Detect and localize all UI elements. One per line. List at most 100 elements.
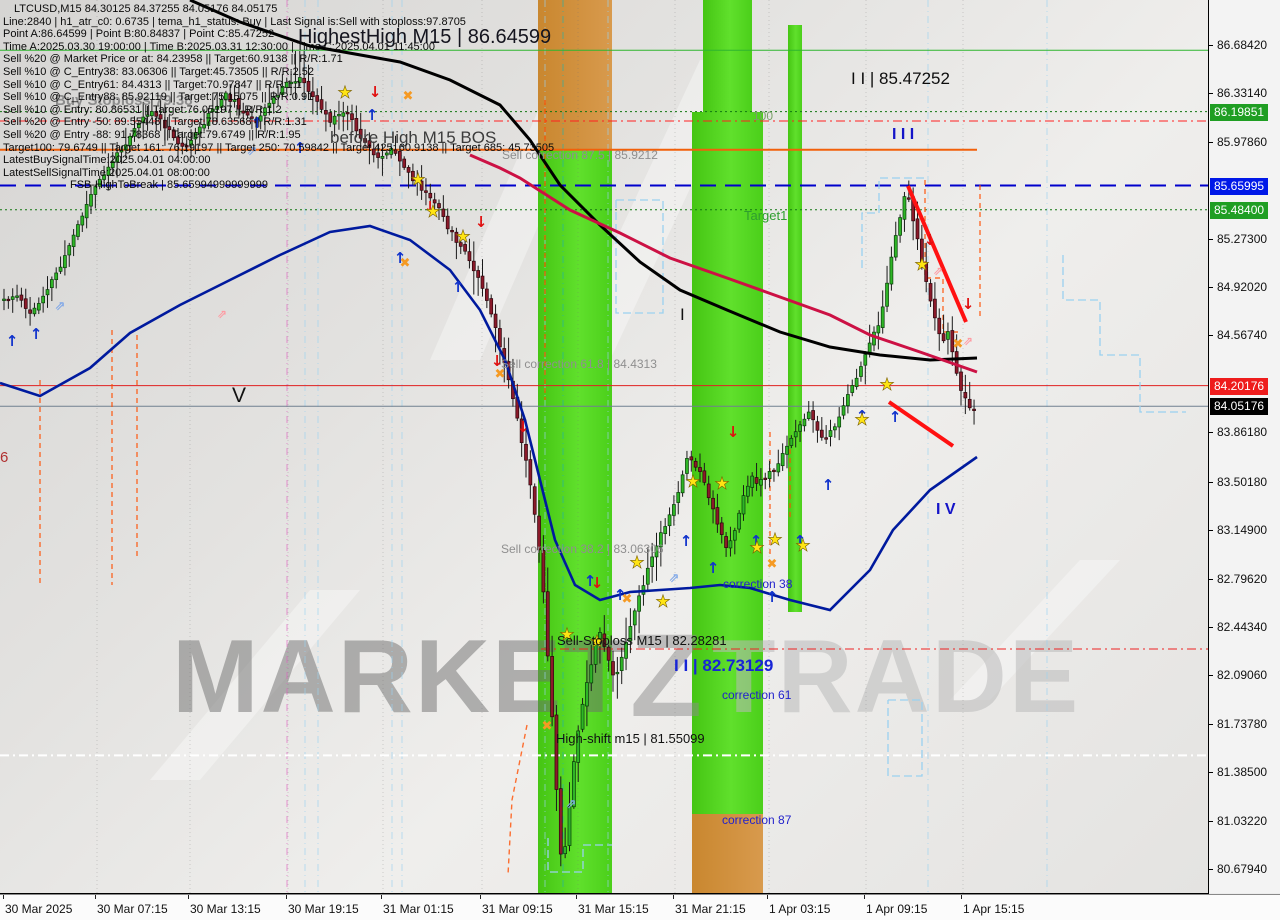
candles-layer <box>2 51 976 867</box>
price-label: 80.67940 <box>1217 861 1268 876</box>
buy-arrow-icon: ↑ <box>452 278 465 296</box>
cross-signal-icon: ✖ <box>403 89 414 104</box>
star-signal-icon: ★ <box>749 538 764 558</box>
star-signal-icon: ★ <box>629 553 644 573</box>
flag-signal-icon: ⇗ <box>933 264 943 278</box>
price-label: 85.97860 <box>1217 134 1268 149</box>
price-tick <box>1209 93 1213 95</box>
buy-arrow-icon: ↑ <box>750 532 763 550</box>
buy-arrow-icon: ↑ <box>889 408 902 426</box>
chart-canvas: MARKET Z TRADE↑ ↑↑↑↑↑↑↑↑↑↑↑↑↑↑↑ ↑↓↓↓↓↓↓↓↓↓★★… <box>0 0 1208 893</box>
price-tick <box>1209 530 1213 532</box>
price-label: 86.33140 <box>1217 86 1268 101</box>
time-label: 30 Mar 2025 <box>5 902 73 916</box>
star-signal-icon: ★ <box>410 170 425 190</box>
time-tick <box>480 895 481 899</box>
price-tick <box>1209 238 1213 240</box>
time-label: 30 Mar 07:15 <box>97 902 168 916</box>
price-tick <box>1209 675 1213 677</box>
price-label: 83.14900 <box>1217 523 1268 538</box>
price-label: 82.09060 <box>1217 668 1268 683</box>
star-signal-icon: ★ <box>589 632 604 652</box>
cross-signal-icon: ✖ <box>495 367 506 382</box>
sell-arrow-icon: ↓ <box>962 295 975 313</box>
time-tick <box>286 895 287 899</box>
buy-arrow-icon: ↑ <box>707 559 720 577</box>
buy-arrow-icon: ↑ <box>6 332 19 350</box>
star-signal-icon: ★ <box>795 536 810 556</box>
price-label: 84.92020 <box>1217 280 1268 295</box>
moving-averages <box>0 0 978 612</box>
cross-signal-icon: ✖ <box>622 592 633 607</box>
sell-arrow-icon: ↓ <box>924 231 937 249</box>
price-label: 81.38500 <box>1217 765 1268 780</box>
price-tick <box>1209 626 1213 628</box>
hollow-arrow-icon: ⇗ <box>669 571 680 586</box>
price-label: 82.79620 <box>1217 571 1268 586</box>
sell-arrow-icon: ↓ <box>727 423 740 441</box>
price-tick <box>1209 772 1213 774</box>
buy-arrow-icon: ↑ <box>30 325 43 343</box>
cross-signal-icon: ✖ <box>400 256 411 271</box>
price-marker-box: 84.05176 <box>1210 398 1269 416</box>
star-signal-icon: ★ <box>559 625 574 645</box>
buy-arrow-icon: ↑ <box>394 249 407 267</box>
price-tick <box>1209 335 1213 337</box>
price-axis[interactable]: 86.68420 86.33140 85.97860 85.27300 84.92020… <box>1209 0 1280 893</box>
price-label: 86.68420 <box>1217 38 1268 52</box>
time-label: 1 Apr 15:15 <box>963 902 1025 916</box>
cross-signal-icon: ✖ <box>953 337 964 352</box>
time-tick <box>576 895 577 899</box>
time-tick <box>864 895 865 899</box>
star-signal-icon: ★ <box>714 474 729 494</box>
sell-arrow-icon: ↓ <box>475 213 488 231</box>
buy-arrow-icon: ↑ <box>766 588 779 606</box>
buy-arrow-icon: ↑ <box>794 532 807 550</box>
time-tick <box>381 895 382 899</box>
buy-arrow-icon: ↑ <box>680 532 693 550</box>
slow-ma-line <box>0 224 978 612</box>
sell-arrow-icon: ↓ <box>424 198 437 216</box>
price-level-lines[interactable] <box>0 49 1208 757</box>
trendlines[interactable] <box>887 185 968 448</box>
price-marker-box: 85.48400 <box>1210 201 1269 219</box>
star-signal-icon: ★ <box>455 227 470 247</box>
fib-zone-bands <box>538 0 802 893</box>
star-signal-icon: ★ <box>425 202 440 222</box>
sell-arrow-icon: ↓ <box>491 352 504 370</box>
time-label: 31 Mar 21:15 <box>675 902 746 916</box>
price-marker-box: 84.20176 <box>1210 377 1269 395</box>
star-signal-icon: ★ <box>767 530 782 550</box>
cross-signal-icon: ✖ <box>542 719 553 734</box>
time-tick <box>961 895 962 899</box>
price-tick <box>1209 868 1213 870</box>
watermark-z-logo: Z <box>630 610 702 742</box>
price-tick <box>1209 141 1213 143</box>
price-tick <box>1209 820 1213 822</box>
star-signal-icon: ★ <box>337 83 352 103</box>
price-label: 83.86180 <box>1217 425 1268 440</box>
price-label: 81.03220 <box>1217 813 1268 828</box>
time-axis[interactable]: 30 Mar 2025 30 Mar 07:15 30 Mar 13:15 30 Ma… <box>0 894 1280 920</box>
hollow-arrow-icon: ⇗ <box>55 299 66 314</box>
flag-signal-icon: ⇗ <box>217 307 227 321</box>
chart-plot-area[interactable]: MARKET Z TRADE ↑ ↑ ↑ ↑ ↑ ↑ ↑ ↑ ↑ ↑ ↑ ↑ ↑ ↑ ↑ ↑ ↑ ↓ ↓ ↓ ↓ ↓ ↓ ↓ ↓ ↓ ★ ★… <box>0 0 1209 894</box>
time-label: 30 Mar 13:15 <box>190 902 261 916</box>
price-label: 85.27300 <box>1217 231 1268 246</box>
time-tick <box>3 895 4 899</box>
watermark-trade: TRADE <box>712 619 1080 735</box>
price-label: 81.73780 <box>1217 716 1268 731</box>
time-tick <box>767 895 768 899</box>
tema-ma-line <box>469 153 978 374</box>
signal-markers: ↑ ↑↑↑↑↑↑↑↑↑↑↑↑↑↑↑ ↑↓↓↓↓↓↓↓↓↓★★★★★ ★★★★ ★★ ★ ★★… <box>6 83 975 812</box>
cross-signal-icon: ✖ <box>767 557 778 572</box>
hollow-arrow-icon: ⇗ <box>247 144 258 159</box>
star-signal-icon: ★ <box>655 592 670 612</box>
star-signal-icon: ★ <box>879 375 894 395</box>
star-signal-icon: ★ <box>685 472 700 492</box>
price-tick <box>1209 723 1213 725</box>
price-tick <box>1209 481 1213 483</box>
time-tick <box>188 895 189 899</box>
price-tick <box>1209 287 1213 289</box>
